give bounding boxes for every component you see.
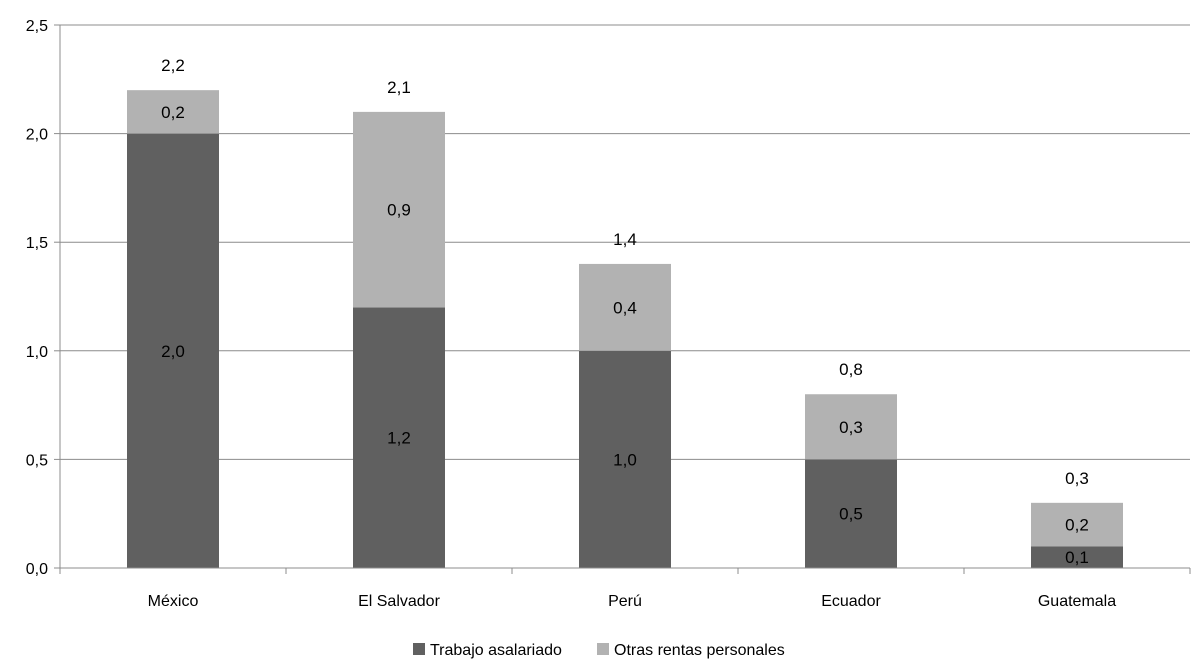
total-value-label: 2,2: [161, 56, 185, 75]
data-labels: 2,0 0,2 2,2 1,2 0,9 2,1 1,0 0,4 1,4 0,5 0,3 0,8 0,1 0…: [161, 56, 1089, 567]
bar-segment: [127, 90, 219, 134]
x-tick-label: Ecuador: [821, 593, 881, 610]
segment-value-label: 0,2: [161, 103, 185, 122]
bar-segment: [805, 459, 897, 568]
bar-segment: [127, 133, 219, 568]
total-value-label: 1,4: [613, 230, 637, 249]
bar-segment: [579, 350, 671, 568]
legend-label: Otras rentas personales: [614, 642, 785, 659]
gridlines: [60, 24, 1190, 460]
segment-value-label: 0,9: [387, 201, 411, 220]
segment-value-label: 2,0: [161, 342, 185, 361]
axes: 0,0 0,5 1,0 1,5 2,0 2,5 México El Salvador Perú E…: [26, 18, 1191, 610]
bar-segment: [353, 111, 445, 308]
x-tick-label: El Salvador: [358, 593, 440, 610]
legend-swatch: [597, 643, 609, 655]
bar-segment: [805, 394, 897, 460]
bar-segment: [353, 307, 445, 568]
y-tick-label: 1,5: [26, 235, 48, 252]
y-tick-label: 0,0: [26, 561, 48, 578]
x-tick-label: Perú: [608, 593, 642, 610]
y-tick-label: 1,0: [26, 344, 48, 361]
segment-value-label: 1,0: [613, 450, 637, 469]
total-value-label: 2,1: [387, 78, 411, 97]
segment-value-label: 0,1: [1065, 548, 1089, 567]
legend-swatch: [413, 643, 425, 655]
legend-label: Trabajo asalariado: [430, 642, 562, 659]
bar-segment: [1031, 502, 1123, 547]
segment-value-label: 0,2: [1065, 516, 1089, 535]
y-tick-label: 2,5: [26, 18, 48, 35]
x-tick-label: Guatemala: [1038, 593, 1116, 610]
legend: Trabajo asalariado Otras rentas personale…: [413, 642, 785, 659]
segment-value-label: 0,3: [839, 418, 863, 437]
y-tick-label: 2,0: [26, 127, 48, 144]
bars: [127, 90, 1123, 568]
segment-value-label: 0,4: [613, 298, 637, 317]
y-tick-label: 0,5: [26, 452, 48, 469]
bar-segment: [579, 263, 671, 351]
total-value-label: 0,8: [839, 360, 863, 379]
segment-value-label: 0,5: [839, 505, 863, 524]
x-tick-label: México: [148, 593, 199, 610]
total-value-label: 0,3: [1065, 469, 1089, 488]
segment-value-label: 1,2: [387, 429, 411, 448]
bar-segment: [1031, 546, 1123, 568]
